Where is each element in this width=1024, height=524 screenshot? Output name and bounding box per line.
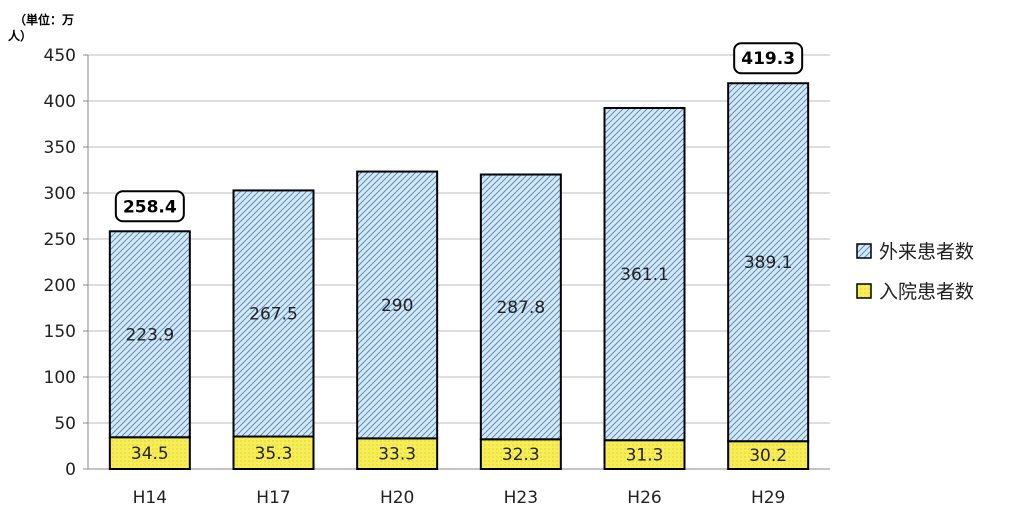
data-label: 287.8 <box>496 298 545 318</box>
legend-label: 外来患者数 <box>879 241 974 263</box>
bar-inpatient-H17 <box>232 435 315 470</box>
gridlines <box>88 54 830 470</box>
unit-label: （単位：万 <box>14 12 74 27</box>
bar-outpatient-H20 <box>356 170 439 440</box>
data-label: 361.1 <box>620 265 669 285</box>
bar-outpatient-H14 <box>108 230 191 439</box>
bars <box>108 82 810 471</box>
bar-outpatient-H26 <box>603 106 686 442</box>
bar-inpatient-H23 <box>479 438 562 470</box>
bar-outpatient-H23 <box>479 173 562 441</box>
y-tick-label: 450 <box>44 46 76 66</box>
y-tick-label: 50 <box>54 414 76 434</box>
data-label: 31.3 <box>626 446 664 466</box>
y-tick-label: 150 <box>44 322 76 342</box>
y-tick-label: 0 <box>65 460 76 480</box>
x-tick-label: H20 <box>380 488 414 508</box>
data-label: 35.3 <box>255 444 293 464</box>
data-label: 33.3 <box>378 445 416 465</box>
data-label: 267.5 <box>249 304 298 324</box>
data-label: 223.9 <box>125 325 174 345</box>
total-callout-box <box>114 190 185 223</box>
bar-inpatient-H14 <box>108 436 191 471</box>
bar-outpatient-H17 <box>232 189 315 438</box>
labels: （単位：万人） 34.5 223.9 H14 35.3 267.5 H17 33.3 290 H2… <box>8 12 804 508</box>
axes: 0 50 100 150 200 250 300 350 400 450 <box>44 46 830 480</box>
y-tick-label: 350 <box>44 138 76 158</box>
bar-inpatient-H26 <box>603 439 686 471</box>
unit-label: 人） <box>8 28 32 43</box>
legend-swatch <box>856 243 872 259</box>
y-tick-label: 100 <box>44 368 76 388</box>
data-label: 389.1 <box>744 253 793 273</box>
x-tick-label: H26 <box>627 488 661 508</box>
y-tick-label: 300 <box>44 184 76 204</box>
x-tick-label: H14 <box>133 488 167 508</box>
y-tick-label: 200 <box>44 276 76 296</box>
data-label: 34.5 <box>131 444 169 464</box>
total-label: 258.4 <box>123 197 177 217</box>
total-label: 419.3 <box>741 49 795 69</box>
data-label: 32.3 <box>502 445 540 465</box>
bar-inpatient-H29 <box>727 440 810 471</box>
legend-label: 入院患者数 <box>879 281 974 303</box>
bar-inpatient-H20 <box>356 437 439 471</box>
x-tick-label: H23 <box>504 488 538 508</box>
legend-swatch <box>856 283 872 299</box>
bar-outpatient-H29 <box>727 82 810 443</box>
x-tick-label: H17 <box>256 488 290 508</box>
data-label: 30.2 <box>749 446 787 466</box>
total-callout-box <box>733 42 804 75</box>
data-label: 290 <box>381 296 413 316</box>
y-tick-label: 400 <box>44 92 76 112</box>
x-tick-label: H29 <box>751 488 785 508</box>
y-tick-label: 250 <box>44 230 76 250</box>
